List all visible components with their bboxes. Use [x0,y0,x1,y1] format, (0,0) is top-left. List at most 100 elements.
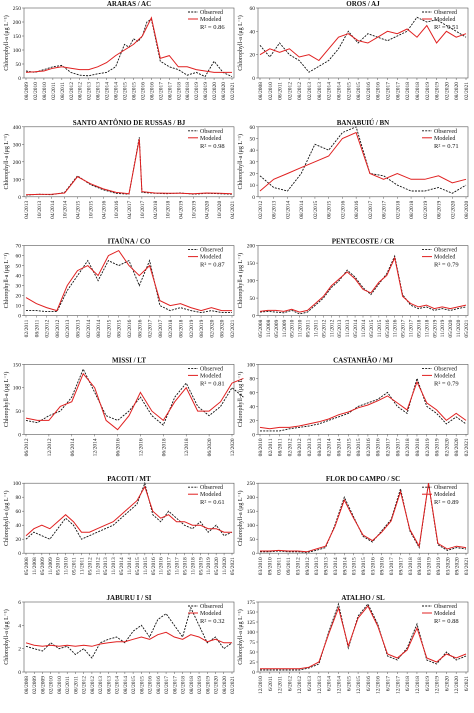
chart-panel-9: PACOTI / MT Chlorophyll-a (μg L⁻¹) 0 20 40 60… [3,475,236,575]
y-tick-label: 0 [252,76,255,82]
y-tick-label: 0 [18,551,21,557]
x-tick-label: 08/2015 [356,82,362,100]
x-tick-label: 05/2009 [274,319,280,337]
x-tick-label: 02/2014 [327,82,333,100]
y-tick-label: 50 [250,296,256,302]
legend-modeled-label: Modeled [434,17,455,23]
y-tick-label: 0 [18,195,21,201]
y-tick-label: 100 [13,177,22,183]
chart-panel-5: ITAÚNA / CO Chlorophyll-a (μg L⁻¹) 0 10 20 30… [3,238,236,338]
legend-observed-label: Observed [200,10,223,16]
modeled-series-line [259,380,467,430]
x-tick-label: 02/2021 [464,82,470,100]
x-tick-label: 11/2014 [127,557,133,575]
x-tick-label: 10/2017 [140,201,146,219]
x-tick-label: 02/2016 [148,676,154,694]
x-tick-label: 08/2020 [454,82,460,100]
x-tick-label: 08/2011 [278,82,284,100]
y-tick-label: 100 [247,630,256,636]
x-tick-label: 02/2010 [49,676,55,694]
legend-observed-label: Observed [434,366,457,372]
x-tick-label: 03/2015 [352,557,358,575]
x-tick-label: 09/2013 [324,557,330,575]
x-tick-label: 12/2016 [376,676,382,694]
x-tick-label: 02/2011 [65,676,71,694]
x-tick-label: 05/2008 [258,319,264,337]
x-tick-label: 02/2020 [209,319,215,337]
panel-title: MISSI / LT [112,356,146,364]
y-tick-label: 0 [252,551,255,557]
x-tick-label: 02/2017 [386,82,392,100]
y-axis-label: Chlorophyll-a (μg L⁻¹) [237,372,244,428]
legend-modeled-label: Modeled [434,136,455,142]
panel-title: FLOR DO CAMPO / SC [326,475,400,483]
legend-modeled-label: Modeled [434,255,455,261]
x-tick-label: 05/2014 [353,319,359,337]
x-tick-label: 08/2014 [299,201,305,219]
y-tick-label: 100 [13,386,22,392]
observed-series-line [25,18,233,78]
x-tick-label: 02/2020 [444,82,450,100]
plot-frame [23,601,235,673]
y-tick-label: 300 [13,142,22,148]
x-tick-label: 12/2020 [454,676,460,694]
x-tick-label: 08/2016 [156,676,162,694]
x-tick-label: 02/2013 [307,438,313,456]
x-tick-label: 11/2011 [79,557,85,575]
chart-panel-3: SANTO ANTÔNIO DE RUSSAS / BJ Chlorophyll-… [3,119,236,219]
x-tick-label: 05/2017 [401,319,407,337]
y-tick-label: 60 [16,254,22,260]
x-tick-label: 02/2019 [197,676,203,694]
x-tick-label: 05/2018 [416,319,422,337]
x-tick-label: 12/2011 [278,676,284,694]
y-tick-label: 2 [18,647,21,653]
panel-title: BANABUIÚ / BN [337,119,390,127]
x-tick-label: 12/2012 [297,676,303,694]
x-tick-label: 08/2011 [278,438,284,456]
x-tick-label: 08/2015 [356,438,362,456]
x-tick-label: 03/2011 [277,557,283,575]
x-tick-label: 08/2020 [221,82,227,100]
x-tick-label: 02/2015 [131,676,137,694]
x-tick-label: 08/2012 [297,438,303,456]
x-tick-label: 05/2010 [56,557,62,575]
x-tick-label: 12/2016 [138,438,144,456]
x-tick-label: 11/2013 [111,557,117,575]
x-tick-label: 08/2013 [76,319,82,337]
y-axis-label: Chlorophyll-a (μg L⁻¹) [237,253,244,309]
x-tick-label: 08/2017 [167,82,173,100]
y-tick-label: 40 [250,404,256,410]
x-tick-label: 08/2012 [55,319,61,337]
x-tick-label: 02/2012 [287,82,293,100]
x-tick-label: 09/2011 [286,557,292,575]
y-tick-label: 10 [250,183,256,189]
y-tick-label: 200 [247,244,256,250]
x-tick-label: 02/2019 [194,82,200,100]
x-tick-label: 02/2014 [115,676,121,694]
y-axis-label: Chlorophyll-a (μg L⁻¹) [237,15,244,71]
legend-modeled-label: Modeled [434,611,455,617]
x-tick-label: 08/2016 [376,438,382,456]
plot-frame [257,364,469,435]
y-tick-label: 60 [250,390,256,396]
x-tick-label: 08/2011 [34,319,40,337]
x-tick-label: 02/2021 [230,676,236,694]
r-squared-label: R² = 0.79 [434,380,459,387]
x-tick-label: 02/2014 [327,438,333,456]
chart-panel-6: PENTECOSTE / CR Chlorophyll-a (μg L⁻¹) 0 50… [237,238,470,338]
x-tick-label: 11/2017 [175,557,181,575]
x-tick-label: 02/2015 [346,438,352,456]
x-tick-label: 08/2011 [73,676,79,694]
x-tick-label: 02/2017 [164,676,170,694]
observed-series-line [25,606,233,659]
x-tick-label: 05/2010 [290,319,296,337]
legend-modeled-label: Modeled [200,373,221,379]
y-tick-label: 50 [250,537,256,543]
y-tick-label: 60 [250,6,256,12]
y-tick-label: 0 [252,314,255,320]
x-tick-label: 05/2011 [306,319,312,337]
x-tick-label: 11/2018 [424,319,430,337]
y-tick-label: 100 [247,523,256,529]
x-tick-label: 03/2018 [408,557,414,575]
y-tick-label: 0 [18,314,21,320]
